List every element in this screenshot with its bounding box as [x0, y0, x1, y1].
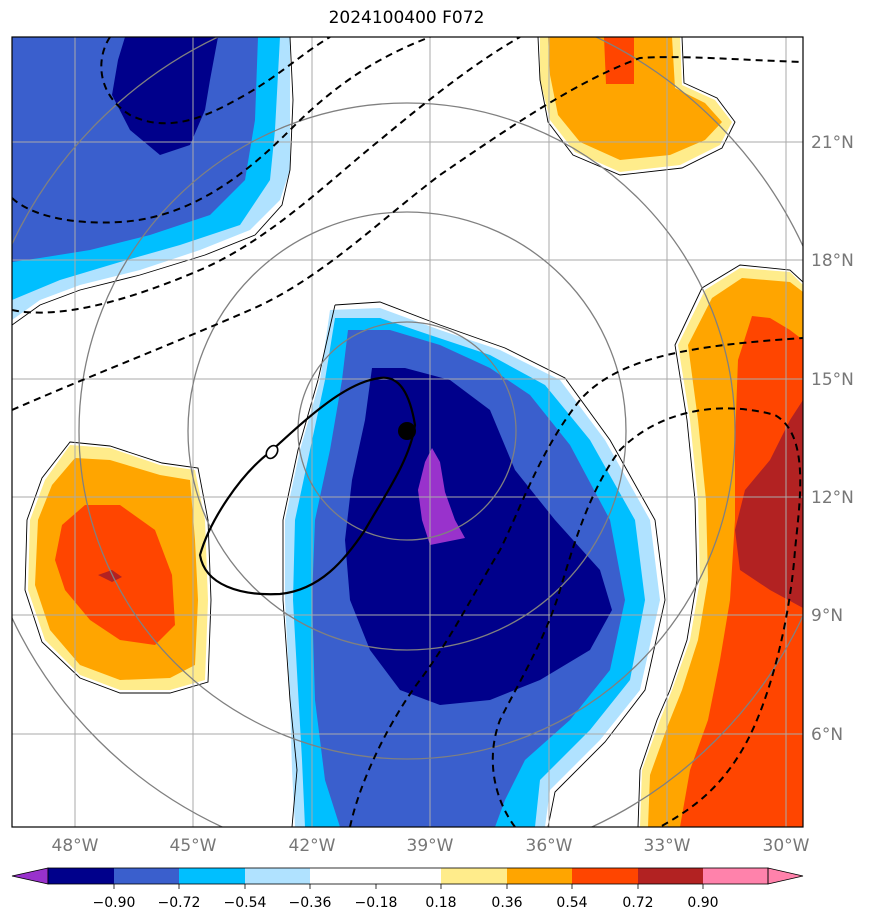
colorbar-tick-label: 0.90 — [687, 895, 718, 911]
dashed-contours — [12, 37, 803, 827]
contour-fill-navy-center — [345, 368, 612, 705]
colorbar-segment — [507, 868, 572, 884]
dashed-contour-1 — [100, 37, 331, 125]
contour-fill-redorange-right — [680, 316, 803, 827]
lon-label: 42°W — [289, 836, 336, 856]
contour-outline-right — [637, 264, 803, 827]
range-ring-1 — [297, 321, 517, 541]
dashed-contour-3 — [12, 37, 521, 314]
lon-label: 45°W — [170, 836, 217, 856]
colorbar-frame — [47, 867, 769, 885]
colorbar-segment — [376, 868, 441, 884]
lat-label: 6°N — [811, 725, 843, 745]
colorbar-tick-label: −0.90 — [93, 895, 136, 911]
solid-contour — [198, 376, 417, 596]
colorbar-min-extend — [11, 867, 49, 885]
map-frame — [11, 36, 804, 828]
lat-label: 9°N — [811, 606, 843, 626]
map-title: 2024100400 F072 — [328, 8, 485, 28]
colorbar-segment — [48, 868, 114, 884]
dashed-contour-2 — [12, 37, 431, 224]
lat-label: 18°N — [811, 251, 854, 271]
lon-label: 39°W — [407, 836, 454, 856]
dashed-contour-4 — [12, 56, 803, 411]
latitude-labels: 21°N 18°N 15°N 12°N 9°N 6°N — [811, 133, 854, 745]
colorbar-tick-label: −0.18 — [355, 895, 398, 911]
graticule — [12, 37, 803, 827]
colorbar-tick-label: −0.72 — [158, 895, 201, 911]
range-rings — [12, 37, 803, 827]
lon-label: 33°W — [644, 836, 691, 856]
colorbar-tick-label: 0.18 — [425, 895, 456, 911]
contour-outline-left — [24, 441, 212, 694]
range-ring-2 — [187, 211, 627, 651]
colorbar: −0.90 −0.72 −0.54 −0.36 −0.18 0.18 0.36 … — [11, 867, 804, 911]
contour-fill-navy — [112, 37, 218, 155]
lon-label: 48°W — [52, 836, 99, 856]
contour-fill-redorange-top — [604, 37, 634, 84]
colorbar-tick-label: −0.36 — [289, 895, 332, 911]
dashed-contour-5 — [349, 337, 803, 827]
colorbar-tick-label: −0.54 — [224, 895, 267, 911]
colorbar-segment — [638, 868, 703, 884]
shaded-field — [12, 37, 803, 827]
lat-label: 21°N — [811, 133, 854, 153]
longitude-labels: 48°W 45°W 42°W 39°W 36°W 33°W 30°W — [52, 836, 810, 856]
storm-center-marker — [398, 422, 416, 440]
range-ring-3 — [78, 102, 736, 760]
contour-outlines — [12, 37, 803, 827]
contour-fill-firebrick-left — [98, 570, 122, 582]
colorbar-segment — [179, 868, 245, 884]
colorbar-segment — [310, 868, 376, 884]
lat-label: 12°N — [811, 488, 854, 508]
colorbar-tick-label: 0.72 — [622, 895, 653, 911]
lon-label: 30°W — [763, 836, 810, 856]
lat-label: 15°N — [811, 370, 854, 390]
colorbar-segment — [114, 868, 179, 884]
contour-outline-topleft — [12, 37, 294, 326]
colorbar-tick-label: 0.36 — [491, 895, 522, 911]
colorbar-segment — [245, 868, 310, 884]
colorbar-segment — [572, 868, 638, 884]
contour-fill-orange-top — [548, 37, 722, 160]
lon-label: 36°W — [526, 836, 573, 856]
dashed-contour-6 — [491, 407, 802, 827]
contour-label-marker — [265, 444, 279, 460]
colorbar-segment — [703, 868, 768, 884]
colorbar-max-extend — [767, 867, 804, 885]
colorbar-tick-label: 0.54 — [556, 895, 587, 911]
colorbar-segment — [441, 868, 507, 884]
contour-outline-topright — [537, 37, 736, 176]
